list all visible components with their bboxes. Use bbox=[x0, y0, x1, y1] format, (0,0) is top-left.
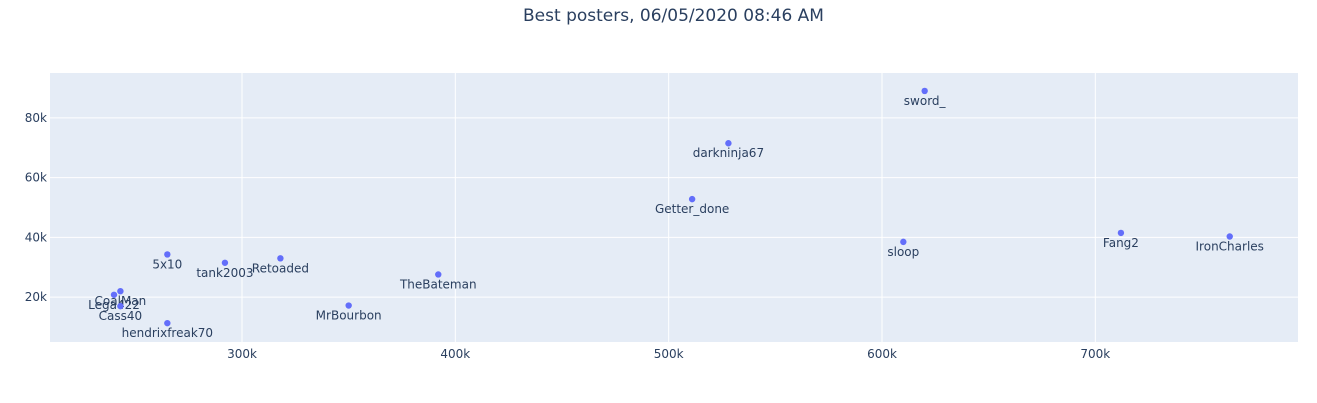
data-point-label: Cass40 bbox=[99, 309, 143, 323]
data-point-label: hendrixfreak70 bbox=[122, 326, 213, 340]
data-point bbox=[117, 302, 124, 310]
data-point-label: Lega422 bbox=[88, 298, 140, 312]
data-point bbox=[1226, 233, 1233, 240]
data-point bbox=[164, 251, 171, 258]
y-tick-label: 80k bbox=[25, 111, 47, 125]
data-point bbox=[117, 287, 124, 295]
x-tick-label: 400k bbox=[440, 347, 470, 361]
x-tick-label: 500k bbox=[654, 347, 684, 361]
data-point bbox=[164, 319, 171, 327]
data-point-label: darkninja67 bbox=[693, 146, 764, 160]
data-point bbox=[277, 255, 284, 262]
chart-title: Best posters, 06/05/2020 08:46 AM bbox=[523, 6, 824, 26]
y-tick-label: 60k bbox=[25, 171, 47, 185]
data-point-label: sword_ bbox=[904, 94, 947, 108]
x-tick-label: 700k bbox=[1080, 347, 1110, 361]
y-tick-label: 40k bbox=[25, 230, 47, 244]
data-point bbox=[921, 87, 928, 95]
data-point-label: sloop bbox=[887, 245, 919, 259]
y-tick-label: 20k bbox=[25, 290, 47, 304]
data-point-label: IronCharles bbox=[1196, 239, 1264, 253]
data-point-label: Fang2 bbox=[1103, 236, 1139, 250]
data-point bbox=[221, 259, 229, 266]
data-point-label: Retoaded bbox=[252, 261, 309, 275]
data-point-label: MrBourbon bbox=[316, 309, 382, 323]
data-point bbox=[1117, 229, 1125, 237]
data-point bbox=[725, 140, 732, 147]
data-point-label: TheBateman bbox=[399, 277, 477, 291]
data-point bbox=[435, 271, 442, 278]
data-point-label: CoalMan bbox=[95, 294, 147, 308]
data-point bbox=[688, 195, 696, 203]
data-point-label: Getter_done bbox=[655, 202, 729, 216]
x-tick-label: 300k bbox=[227, 347, 257, 361]
data-point bbox=[110, 291, 118, 298]
data-point-label: tank2003 bbox=[196, 266, 253, 280]
x-tick-label: 600k bbox=[867, 347, 897, 361]
data-point bbox=[900, 238, 907, 246]
data-point bbox=[345, 302, 352, 309]
data-point-label: 5x10 bbox=[152, 257, 182, 271]
